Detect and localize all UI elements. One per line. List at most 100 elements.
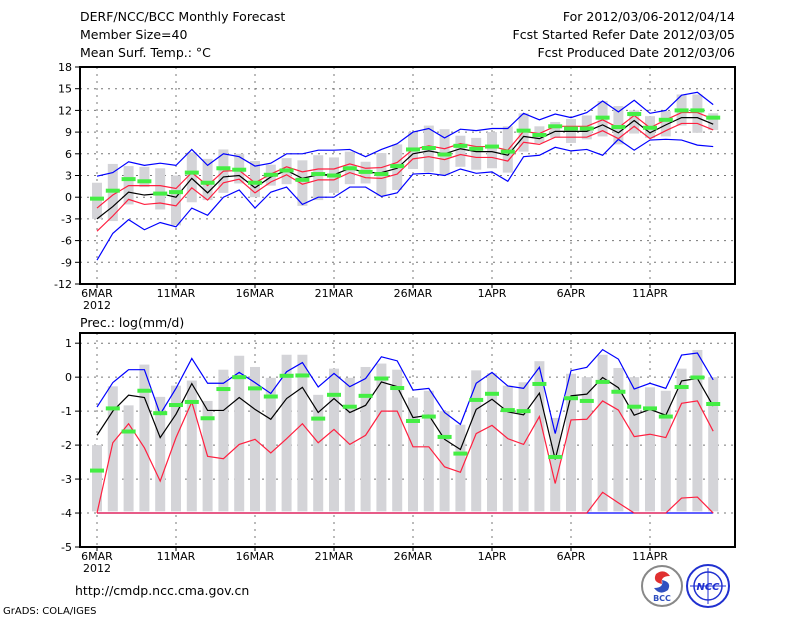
forecast-period: For 2012/03/06-2012/04/14 [563, 9, 735, 24]
median-marker [564, 396, 578, 401]
median-marker [90, 196, 104, 201]
spread-box [550, 417, 561, 512]
x-tick-label: 6MAR [81, 287, 113, 300]
median-marker [485, 391, 499, 396]
median-marker [311, 416, 326, 421]
spread-box [629, 377, 640, 512]
median-marker [279, 168, 294, 173]
spread-box [297, 160, 308, 206]
source-url[interactable]: http://cmdp.ncc.cma.gov.cn [75, 583, 249, 598]
ensemble-max-line [96, 91, 714, 177]
spread-box [139, 166, 150, 188]
median-marker [706, 401, 721, 406]
median-marker [169, 190, 183, 195]
spread-box [313, 155, 324, 201]
spread-box [455, 424, 466, 512]
median-marker [516, 409, 531, 414]
median-marker [248, 386, 262, 391]
median-marker [579, 126, 594, 131]
median-marker [627, 404, 642, 409]
median-marker [548, 124, 563, 129]
median-marker [658, 414, 673, 419]
ensemble-mean-line [96, 117, 714, 220]
median-marker [690, 375, 705, 380]
y-tick-label: 12 [58, 104, 72, 117]
median-marker [105, 406, 120, 411]
spread-box [487, 373, 497, 512]
spread-box [186, 152, 197, 203]
median-marker [374, 172, 389, 177]
median-marker [295, 373, 310, 378]
median-marker [263, 172, 278, 177]
median-marker [232, 167, 247, 172]
x-tick-label: 21MAR [315, 287, 354, 300]
spread-box [471, 370, 482, 512]
x-tick-label: 1APR [478, 550, 507, 563]
median-marker [437, 434, 452, 439]
median-marker [232, 375, 247, 380]
median-marker [90, 468, 104, 473]
median-marker [153, 411, 168, 416]
median-marker [437, 152, 452, 157]
y-tick-label: -3 [61, 213, 72, 226]
spread-box [566, 373, 576, 512]
median-marker [548, 454, 563, 459]
median-marker [485, 144, 499, 149]
x-tick-label: 16MAR [236, 550, 275, 563]
median-marker [390, 164, 405, 169]
spread-box [376, 363, 387, 512]
spread-box [692, 349, 703, 512]
grads-credit: GrADS: COLA/IGES [3, 606, 97, 617]
median-marker [169, 403, 183, 408]
median-marker [327, 392, 341, 397]
y-tick-label: -3 [61, 473, 72, 486]
y-tick-label: 1 [65, 337, 72, 350]
produced-date: Fcst Produced Date 2012/03/06 [537, 45, 735, 60]
spread-box [202, 158, 213, 201]
median-marker [358, 393, 373, 398]
start-date: Fcst Started Refer Date 2012/03/05 [513, 27, 736, 42]
x-tick-label: 11MAR [157, 550, 196, 563]
median-marker [153, 191, 168, 196]
spread-box [92, 182, 102, 219]
median-marker [295, 177, 310, 182]
ncc-logo: NCC [686, 564, 730, 608]
median-marker [216, 166, 231, 171]
ensemble-mean-line [96, 376, 714, 460]
median-marker [611, 389, 626, 394]
spread-box [581, 377, 592, 512]
spread-box [423, 390, 434, 512]
spread-box [139, 364, 150, 512]
median-marker [200, 180, 215, 185]
spread-box [502, 385, 513, 512]
median-marker [121, 177, 136, 182]
median-marker [137, 388, 152, 393]
median-marker [690, 108, 705, 113]
median-marker [248, 180, 262, 185]
median-marker [342, 404, 357, 409]
median-marker [137, 179, 152, 184]
x-year-label: 2012 [83, 562, 111, 575]
median-marker [184, 170, 199, 175]
median-marker [421, 414, 436, 419]
spread-box [392, 369, 403, 512]
median-marker [611, 125, 626, 130]
median-marker [453, 143, 468, 148]
median-marker [532, 381, 547, 386]
x-tick-label: 16MAR [236, 287, 275, 300]
y-tick-label: -4 [61, 507, 72, 520]
median-marker [327, 173, 341, 178]
median-marker [184, 399, 199, 404]
ensemble-min-line [96, 138, 714, 261]
median-marker [627, 112, 642, 117]
y-tick-label: -1 [61, 405, 72, 418]
y-tick-label: -6 [61, 235, 72, 248]
spread-box [155, 396, 166, 512]
x-tick-label: 11APR [632, 287, 668, 300]
spread-box [550, 121, 561, 138]
spread-box [692, 94, 703, 133]
median-marker [105, 188, 120, 193]
spread-box [534, 361, 545, 512]
median-marker [532, 132, 547, 137]
